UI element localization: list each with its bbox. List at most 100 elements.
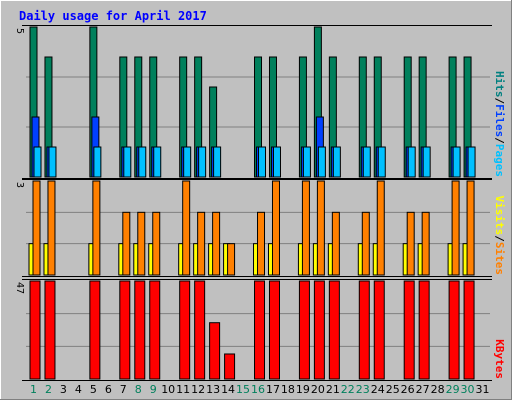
bar-pages-day-17 bbox=[272, 146, 281, 178]
bar-sites-day-2 bbox=[47, 180, 56, 276]
x-tick-label-day-12: 12 bbox=[191, 383, 205, 396]
bar-pages-day-19 bbox=[302, 146, 311, 178]
bar-pages-day-24 bbox=[377, 146, 386, 178]
bar-sites-day-30 bbox=[466, 180, 475, 276]
legend-entry-kbytes: KBytes bbox=[493, 339, 506, 379]
x-tick-label-day-16: 16 bbox=[251, 383, 265, 396]
legend-separator: / bbox=[493, 98, 506, 105]
x-tick-label-day-4: 4 bbox=[75, 383, 82, 396]
bar-kbytes-day-13 bbox=[209, 322, 221, 380]
x-tick-label-day-19: 19 bbox=[296, 383, 310, 396]
bar-sites-day-1 bbox=[32, 180, 41, 276]
bar-sites-day-5 bbox=[92, 180, 101, 276]
bar-sites-day-16 bbox=[257, 211, 266, 276]
x-tick-label-day-20: 20 bbox=[311, 383, 325, 396]
bar-sites-day-19 bbox=[301, 180, 310, 276]
x-tick-label-day-1: 1 bbox=[30, 383, 37, 396]
bar-kbytes-day-20 bbox=[313, 280, 325, 380]
bar-sites-day-26 bbox=[406, 211, 415, 276]
legend-entry-files: Files bbox=[493, 104, 506, 137]
bar-kbytes-day-17 bbox=[268, 280, 280, 380]
bar-pages-day-5 bbox=[93, 146, 102, 178]
bar-pages-day-1 bbox=[33, 146, 42, 178]
bar-sites-day-8 bbox=[137, 211, 146, 276]
x-tick-label-day-15: 15 bbox=[236, 383, 250, 396]
bar-kbytes-day-1 bbox=[29, 280, 41, 380]
bar-kbytes-day-8 bbox=[134, 280, 146, 380]
bar-kbytes-day-11 bbox=[179, 280, 191, 380]
bar-kbytes-day-29 bbox=[448, 280, 460, 380]
x-tick-label-day-24: 24 bbox=[371, 383, 385, 396]
bar-kbytes-day-23 bbox=[358, 280, 370, 380]
side-legend: KBytes bbox=[493, 339, 506, 379]
x-tick-label-day-29: 29 bbox=[446, 383, 460, 396]
legend-entry-visits: Visits bbox=[493, 196, 506, 236]
legend-entry-hits: Hits bbox=[493, 71, 506, 98]
bar-pages-day-12 bbox=[198, 146, 207, 178]
bar-sites-day-27 bbox=[421, 211, 430, 276]
y-max-label: 3 bbox=[14, 182, 25, 188]
bar-kbytes-day-2 bbox=[44, 280, 56, 380]
bar-kbytes-day-27 bbox=[418, 280, 430, 380]
bar-pages-day-20 bbox=[317, 146, 326, 178]
x-tick-label-day-18: 18 bbox=[281, 383, 295, 396]
x-tick-label-day-14: 14 bbox=[221, 383, 235, 396]
legend-entry-pages: Pages bbox=[493, 144, 506, 177]
bar-kbytes-day-19 bbox=[298, 280, 310, 380]
bar-kbytes-day-12 bbox=[194, 280, 206, 380]
x-tick-label-day-11: 11 bbox=[176, 383, 190, 396]
x-tick-label-day-23: 23 bbox=[356, 383, 370, 396]
bar-pages-day-30 bbox=[467, 146, 476, 178]
panel-kbytes: 47 KBytes bbox=[14, 279, 506, 381]
legend-separator: / bbox=[493, 137, 506, 144]
x-tick-label-day-22: 22 bbox=[341, 383, 355, 396]
bar-kbytes-day-26 bbox=[403, 280, 415, 380]
x-tick-label-day-3: 3 bbox=[60, 383, 67, 396]
bar-pages-day-7 bbox=[123, 146, 132, 178]
bar-sites-day-21 bbox=[331, 211, 340, 276]
x-tick-label-day-25: 25 bbox=[386, 383, 400, 396]
bar-sites-day-14 bbox=[227, 243, 236, 276]
bar-pages-day-8 bbox=[138, 146, 147, 178]
legend-separator: / bbox=[493, 235, 506, 242]
x-tick-label-day-21: 21 bbox=[326, 383, 340, 396]
bar-kbytes-day-5 bbox=[89, 280, 101, 380]
x-axis-labels: 1 2 3 4 5 6 7 8 9 10 11 12 13 14 15 16 17 18 19 20 21 22 23 24 2… bbox=[30, 383, 490, 396]
bar-sites-day-24 bbox=[376, 180, 385, 276]
x-tick-label-day-9: 9 bbox=[150, 383, 157, 396]
bar-sites-day-9 bbox=[152, 211, 161, 276]
bar-kbytes-day-24 bbox=[373, 280, 385, 380]
x-tick-label-day-5: 5 bbox=[90, 383, 97, 396]
bar-pages-day-2 bbox=[48, 146, 57, 178]
bar-sites-day-12 bbox=[197, 211, 206, 276]
bar-pages-day-16 bbox=[258, 146, 267, 178]
x-tick-label-day-8: 8 bbox=[135, 383, 142, 396]
x-tick-label-day-17: 17 bbox=[266, 383, 280, 396]
side-legend: Visits/Sites bbox=[493, 196, 506, 276]
bar-kbytes-day-14 bbox=[224, 353, 236, 380]
bar-kbytes-day-16 bbox=[254, 280, 266, 380]
bar-sites-day-29 bbox=[451, 180, 460, 276]
x-tick-label-day-10: 10 bbox=[161, 383, 175, 396]
bar-kbytes-day-30 bbox=[463, 280, 475, 380]
bar-pages-day-21 bbox=[332, 146, 341, 178]
side-legend: Hits/Files/Pages bbox=[493, 71, 506, 177]
y-max-label: 5 bbox=[14, 28, 25, 34]
x-tick-label-day-27: 27 bbox=[416, 383, 430, 396]
bar-kbytes-day-21 bbox=[328, 280, 340, 380]
bar-pages-day-9 bbox=[153, 146, 162, 178]
bar-sites-day-13 bbox=[212, 211, 221, 276]
x-tick-label-day-6: 6 bbox=[105, 383, 112, 396]
panel-visits: 3 Visits/Sites bbox=[14, 179, 506, 277]
bar-pages-day-29 bbox=[452, 146, 461, 178]
bar-sites-day-20 bbox=[316, 180, 325, 276]
bar-pages-day-23 bbox=[362, 146, 371, 178]
chart-title: Daily usage for April 2017 bbox=[19, 9, 207, 23]
bar-pages-day-27 bbox=[422, 146, 431, 178]
bar-pages-day-11 bbox=[183, 146, 192, 178]
bar-sites-day-23 bbox=[361, 211, 370, 276]
bar-sites-day-17 bbox=[271, 180, 280, 276]
x-tick-label-day-2: 2 bbox=[45, 383, 52, 396]
